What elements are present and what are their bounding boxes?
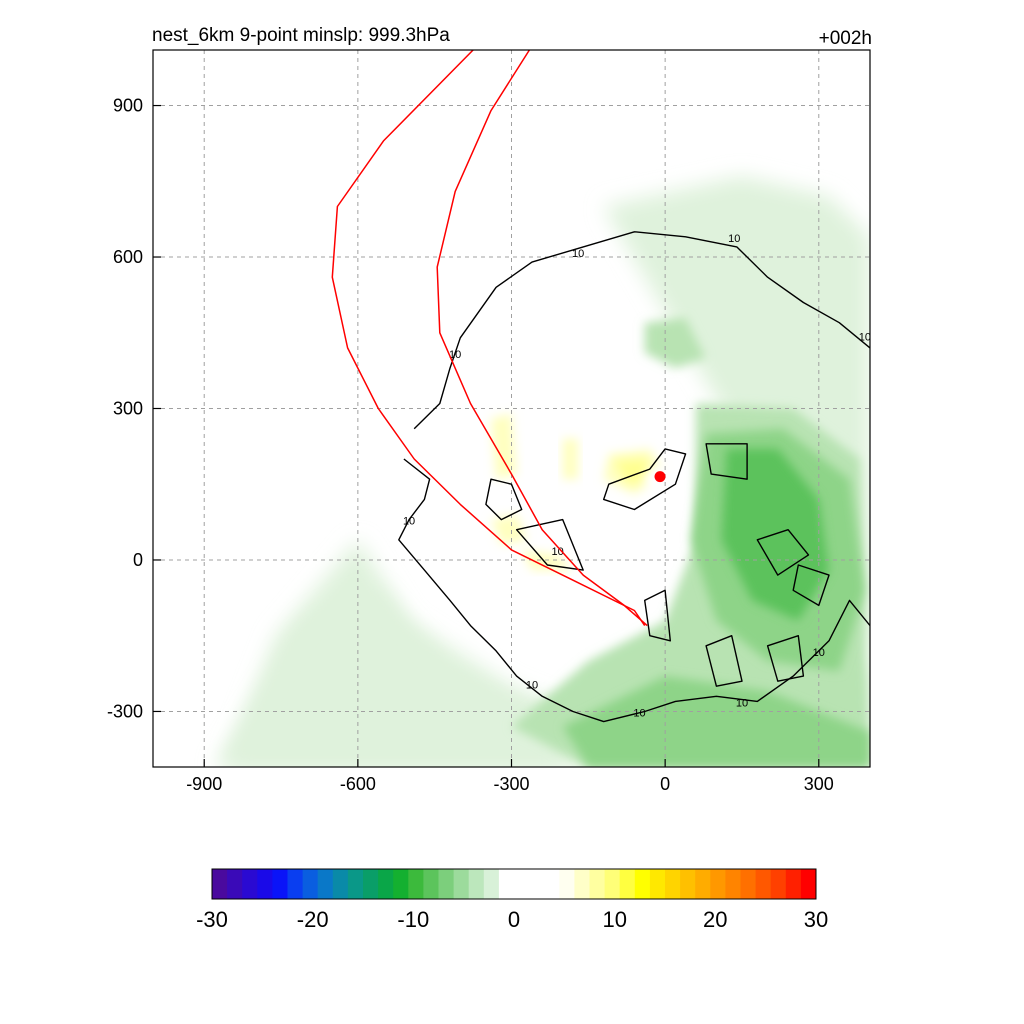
y-tick-label: -300 [107, 701, 143, 721]
storm-center-marker [654, 471, 666, 483]
colorbar-swatch [453, 869, 470, 899]
colorbar-swatch [695, 869, 711, 899]
contour-label: 10 [551, 546, 563, 558]
colorbar-swatch [514, 869, 530, 899]
colorbar-swatch [604, 869, 621, 899]
colorbar-swatch [544, 869, 560, 899]
colorbar-swatch [649, 869, 666, 899]
colorbar-swatch [680, 869, 696, 899]
colorbar-swatch [287, 869, 304, 899]
colorbar-swatch [800, 869, 817, 899]
track-line-1 [331, 50, 646, 627]
colorbar-swatch [634, 869, 651, 899]
colorbar-swatch [302, 869, 319, 899]
y-tick-label: 600 [113, 247, 143, 267]
x-tick-label: 300 [804, 774, 834, 794]
y-tick-label: 0 [133, 550, 143, 570]
colorbar-tick-label: -20 [297, 907, 329, 932]
colorbar-swatch [770, 869, 787, 899]
contour-line-2 [413, 231, 870, 430]
colorbar-swatch [317, 869, 334, 899]
colorbar-swatch [755, 869, 772, 899]
colorbar-swatch [408, 869, 424, 899]
contour-label: 10 [633, 708, 645, 720]
contour-label: 10 [526, 680, 538, 692]
field-region-12 [491, 514, 527, 545]
colorbar-swatch [589, 869, 606, 899]
colorbar-frame [211, 868, 817, 900]
field-region-11 [562, 438, 579, 480]
contour-label: 10 [403, 516, 415, 528]
center-marker-layer [654, 471, 666, 483]
colorbar-swatch [393, 869, 409, 899]
colorbar-swatch [483, 869, 500, 899]
track-lines [331, 50, 648, 627]
contour-label: 10 [449, 349, 461, 361]
colorbar-tick-label: 10 [602, 907, 626, 932]
colorbar-swatch [332, 869, 349, 899]
colorbar-swatch [242, 869, 258, 899]
colorbar-tick-label: -30 [196, 907, 228, 932]
contour-closed [766, 635, 805, 682]
field-region-5 [721, 448, 829, 621]
chart-title-left: nest_6km 9-point minslp: 999.3hPa [152, 25, 450, 46]
colorbar-swatch [529, 869, 545, 899]
chart-title-right: +002h [819, 28, 872, 49]
colorbar-swatch [740, 869, 757, 899]
x-tick-label: -300 [493, 774, 529, 794]
colorbar-swatch [559, 869, 575, 899]
colorbar-swatch [347, 869, 364, 899]
colorbar: -30 -20 -10 0 10 20 30 [196, 868, 828, 932]
colorbar-tick-label: 0 [508, 907, 520, 932]
contour-line-1 [398, 458, 870, 723]
colorbar-swatch [785, 869, 802, 899]
contour-label: 10 [572, 248, 584, 260]
contour-closed [705, 443, 748, 480]
colorbar-swatch [227, 869, 243, 899]
y-tick-label: 300 [113, 399, 143, 419]
colorbar-swatch [272, 869, 288, 899]
colorbar-swatch [423, 869, 439, 899]
contour-label: 10 [859, 331, 871, 343]
colorbar-swatch [363, 869, 379, 899]
contour-closed [792, 564, 830, 607]
contour-closed [705, 635, 743, 687]
field-region-7 [644, 317, 707, 369]
x-tick-label: 0 [660, 774, 670, 794]
colorbar-swatch [710, 869, 726, 899]
contour-closed [485, 478, 523, 521]
contour-closed [515, 518, 584, 571]
colorbar-swatch [665, 869, 681, 899]
colorbar-swatch [212, 869, 228, 899]
colorbar-swatch [378, 869, 394, 899]
field-region-6 [562, 676, 870, 767]
field-region-2 [214, 590, 563, 767]
contour-lines: 10 10 10 10 10 10 10 10 10 10 [398, 231, 871, 723]
track-line-2 [436, 50, 648, 627]
colorbar-swatch [257, 869, 273, 899]
colorbar-swatch [619, 869, 636, 899]
colorbar-swatch [438, 869, 455, 899]
field-region-10 [491, 413, 517, 480]
shaded-field [214, 176, 870, 767]
field-region-9 [613, 459, 655, 485]
colorbar-swatch [574, 869, 590, 899]
x-tick-label: -900 [186, 774, 222, 794]
colorbar-tick-label: 30 [804, 907, 828, 932]
y-tick-label: 900 [113, 96, 143, 116]
contour-closed [756, 529, 810, 576]
contour-label: 10 [736, 697, 748, 709]
colorbar-swatch [498, 869, 515, 899]
contour-closed [603, 448, 687, 511]
x-tick-label: -600 [340, 774, 376, 794]
colorbar-tick-label: -10 [397, 907, 429, 932]
colorbar-swatch [468, 869, 485, 899]
contour-label: 10 [728, 233, 740, 245]
colorbar-swatch [725, 869, 741, 899]
colorbar-tick-label: 20 [703, 907, 727, 932]
contour-label: 10 [813, 647, 825, 659]
axis-ticks: -900 -600 -300 0 300 900 600 300 0 -300 [107, 96, 834, 794]
contour-closed [644, 589, 671, 642]
